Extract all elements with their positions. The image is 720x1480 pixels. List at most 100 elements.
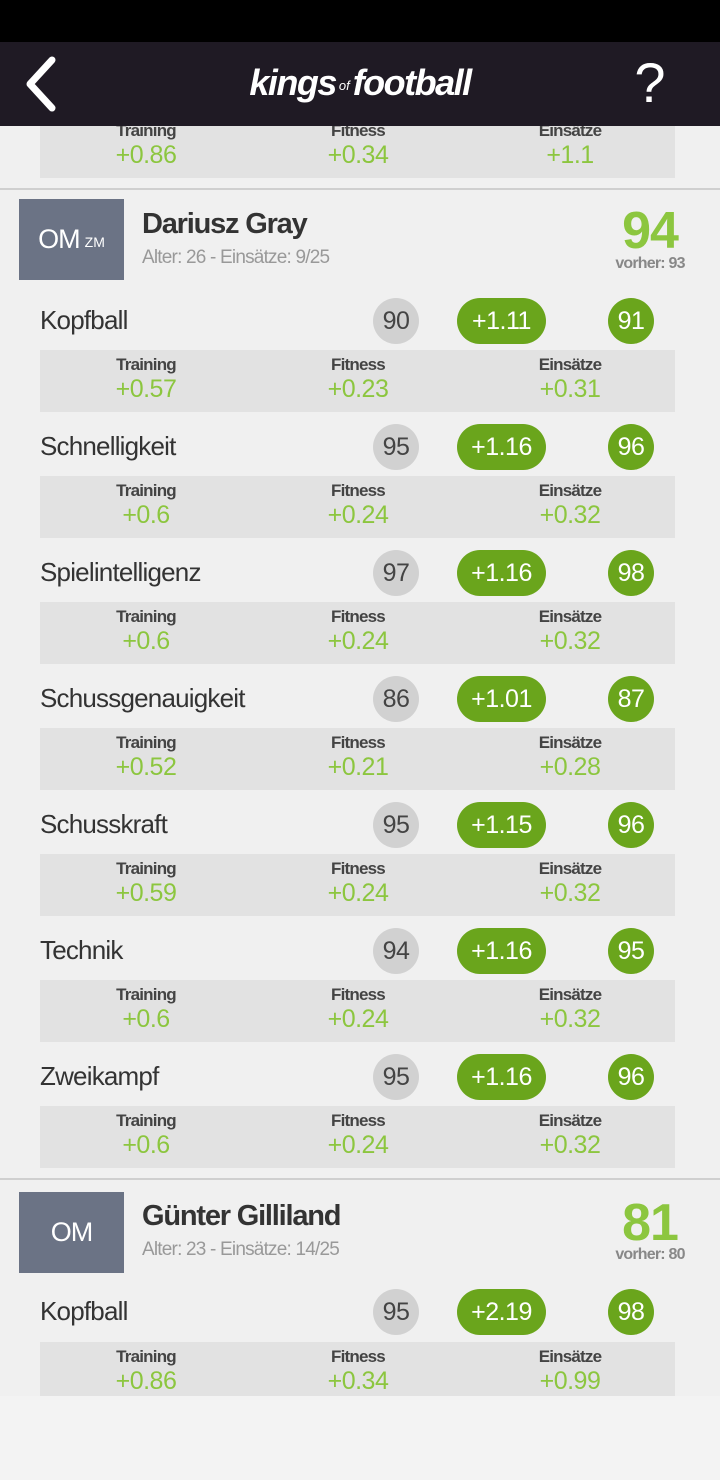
einsaetze-value: +0.32 bbox=[539, 879, 601, 907]
fitness-value: +0.23 bbox=[327, 375, 389, 403]
fitness-value: +0.24 bbox=[327, 1005, 389, 1033]
einsaetze-value: +0.31 bbox=[539, 375, 601, 403]
einsaetze-value: +0.32 bbox=[539, 627, 601, 655]
einsaetze-label: Einsätze bbox=[538, 1347, 602, 1366]
einsaetze-label: Einsätze bbox=[538, 355, 602, 374]
training-stat: Training +0.6 bbox=[46, 1111, 246, 1160]
fitness-stat: Fitness +0.24 bbox=[258, 859, 458, 908]
player-meta: Alter: 26 - Einsätze: 9/25 bbox=[142, 247, 330, 268]
gain-badge: +1.16 bbox=[457, 928, 546, 974]
training-stat: Training +0.59 bbox=[46, 859, 246, 908]
fitness-value: +0.24 bbox=[327, 1131, 389, 1159]
training-label: Training bbox=[116, 733, 177, 752]
einsaetze-label: Einsätze bbox=[538, 126, 602, 140]
back-button[interactable] bbox=[18, 54, 68, 114]
fitness-label: Fitness bbox=[331, 126, 386, 140]
attribute-name: Zweikampf bbox=[40, 1061, 159, 1091]
training-stat: Training +0.52 bbox=[46, 733, 246, 782]
previous-rating: vorher: 93 bbox=[615, 255, 685, 272]
training-value: +0.52 bbox=[115, 753, 177, 781]
bottom-area bbox=[0, 1396, 720, 1480]
fitness-value: +0.24 bbox=[327, 501, 389, 529]
fitness-label: Fitness bbox=[331, 985, 386, 1004]
einsaetze-stat: Einsätze +0.32 bbox=[470, 985, 670, 1034]
einsaetze-stat: Einsätze +1.1 bbox=[470, 126, 670, 170]
previous-rating: vorher: 80 bbox=[615, 1246, 685, 1263]
einsaetze-label: Einsätze bbox=[538, 859, 602, 878]
einsaetze-value: +0.32 bbox=[539, 1005, 601, 1033]
gain-badge: +2.19 bbox=[457, 1289, 546, 1335]
attribute-name: Schussgenauigkeit bbox=[40, 683, 245, 713]
fitness-value: +0.24 bbox=[327, 879, 389, 907]
player-rating: 81 bbox=[622, 1194, 679, 1252]
position-badge: OM ZM bbox=[19, 199, 124, 280]
sub-stats: Training +0.52 Fitness +0.21 Einsätze +0.28 bbox=[40, 728, 675, 790]
logo-of: of bbox=[338, 77, 350, 93]
position-badge: OM bbox=[19, 1192, 124, 1273]
einsaetze-label: Einsätze bbox=[538, 1111, 602, 1130]
fitness-stat: Fitness +0.34 bbox=[258, 126, 458, 170]
einsaetze-stat: Einsätze +0.32 bbox=[470, 481, 670, 530]
card-divider bbox=[0, 188, 720, 190]
sub-stats: Training +0.86 Fitness +0.34 Einsätze +0.99 bbox=[40, 1342, 675, 1396]
einsaetze-stat: Einsätze +0.28 bbox=[470, 733, 670, 782]
base-value-badge: 97 bbox=[373, 550, 419, 596]
fitness-value: +0.34 bbox=[327, 1367, 389, 1395]
help-button[interactable]: ? bbox=[634, 51, 666, 114]
training-value: +0.59 bbox=[115, 879, 177, 907]
base-value-badge: 95 bbox=[373, 1054, 419, 1100]
training-label: Training bbox=[116, 126, 177, 140]
status-bar bbox=[0, 0, 720, 42]
new-value-badge: 95 bbox=[608, 928, 654, 974]
attribute-name: Kopfball bbox=[40, 305, 128, 335]
training-stat: Training +0.86 bbox=[46, 126, 246, 170]
einsaetze-stat: Einsätze +0.32 bbox=[470, 1111, 670, 1160]
einsaetze-label: Einsätze bbox=[538, 733, 602, 752]
training-label: Training bbox=[116, 481, 177, 500]
fitness-label: Fitness bbox=[331, 607, 386, 626]
einsaetze-stat: Einsätze +0.32 bbox=[470, 859, 670, 908]
einsaetze-value: +0.99 bbox=[539, 1367, 601, 1395]
app-bar: kings offootball ? bbox=[0, 42, 720, 126]
player-list[interactable]: Training +0.86 Fitness +0.34 Einsätze +1.1 … bbox=[0, 126, 720, 1396]
gain-badge: +1.16 bbox=[457, 424, 546, 470]
training-stat: Training +0.57 bbox=[46, 355, 246, 404]
player-name: Dariusz Gray bbox=[142, 208, 308, 240]
einsaetze-stat: Einsätze +0.32 bbox=[470, 607, 670, 656]
sub-stats: Training +0.6 Fitness +0.24 Einsätze +0.32 bbox=[40, 980, 675, 1042]
position-primary: OM bbox=[50, 1217, 93, 1247]
fitness-stat: Fitness +0.24 bbox=[258, 1111, 458, 1160]
position-primary: OM bbox=[38, 224, 80, 254]
attribute-name: Spielintelligenz bbox=[40, 557, 201, 587]
einsaetze-label: Einsätze bbox=[538, 607, 602, 626]
gain-badge: +1.16 bbox=[457, 1054, 546, 1100]
new-value-badge: 96 bbox=[608, 802, 654, 848]
base-value-badge: 95 bbox=[373, 802, 419, 848]
base-value-badge: 94 bbox=[373, 928, 419, 974]
training-value: +0.6 bbox=[122, 1005, 170, 1033]
einsaetze-value: +0.32 bbox=[539, 501, 601, 529]
attribute-name: Technik bbox=[40, 935, 123, 965]
fitness-label: Fitness bbox=[331, 1347, 386, 1366]
training-stat: Training +0.6 bbox=[46, 481, 246, 530]
training-label: Training bbox=[116, 1347, 177, 1366]
position-secondary: ZM bbox=[84, 233, 105, 250]
gain-badge: +1.01 bbox=[457, 676, 546, 722]
sub-stats: Training +0.6 Fitness +0.24 Einsätze +0.32 bbox=[40, 602, 675, 664]
sub-stats: Training +0.86 Fitness +0.34 Einsätze +1.1 bbox=[40, 126, 675, 178]
fitness-stat: Fitness +0.24 bbox=[258, 985, 458, 1034]
training-stat: Training +0.6 bbox=[46, 607, 246, 656]
fitness-label: Fitness bbox=[331, 859, 386, 878]
base-value-badge: 86 bbox=[373, 676, 419, 722]
einsaetze-label: Einsätze bbox=[538, 481, 602, 500]
fitness-value: +0.34 bbox=[327, 141, 389, 169]
fitness-stat: Fitness +0.21 bbox=[258, 733, 458, 782]
base-value-badge: 95 bbox=[373, 424, 419, 470]
attribute-name: Schnelligkeit bbox=[40, 431, 176, 461]
player-name: Günter Gilliland bbox=[142, 1200, 342, 1232]
einsaetze-value: +0.28 bbox=[539, 753, 601, 781]
sub-stats: Training +0.6 Fitness +0.24 Einsätze +0.32 bbox=[40, 1106, 675, 1168]
new-value-badge: 96 bbox=[608, 1054, 654, 1100]
sub-stats: Training +0.57 Fitness +0.23 Einsätze +0.31 bbox=[40, 350, 675, 412]
gain-badge: +1.15 bbox=[457, 802, 546, 848]
